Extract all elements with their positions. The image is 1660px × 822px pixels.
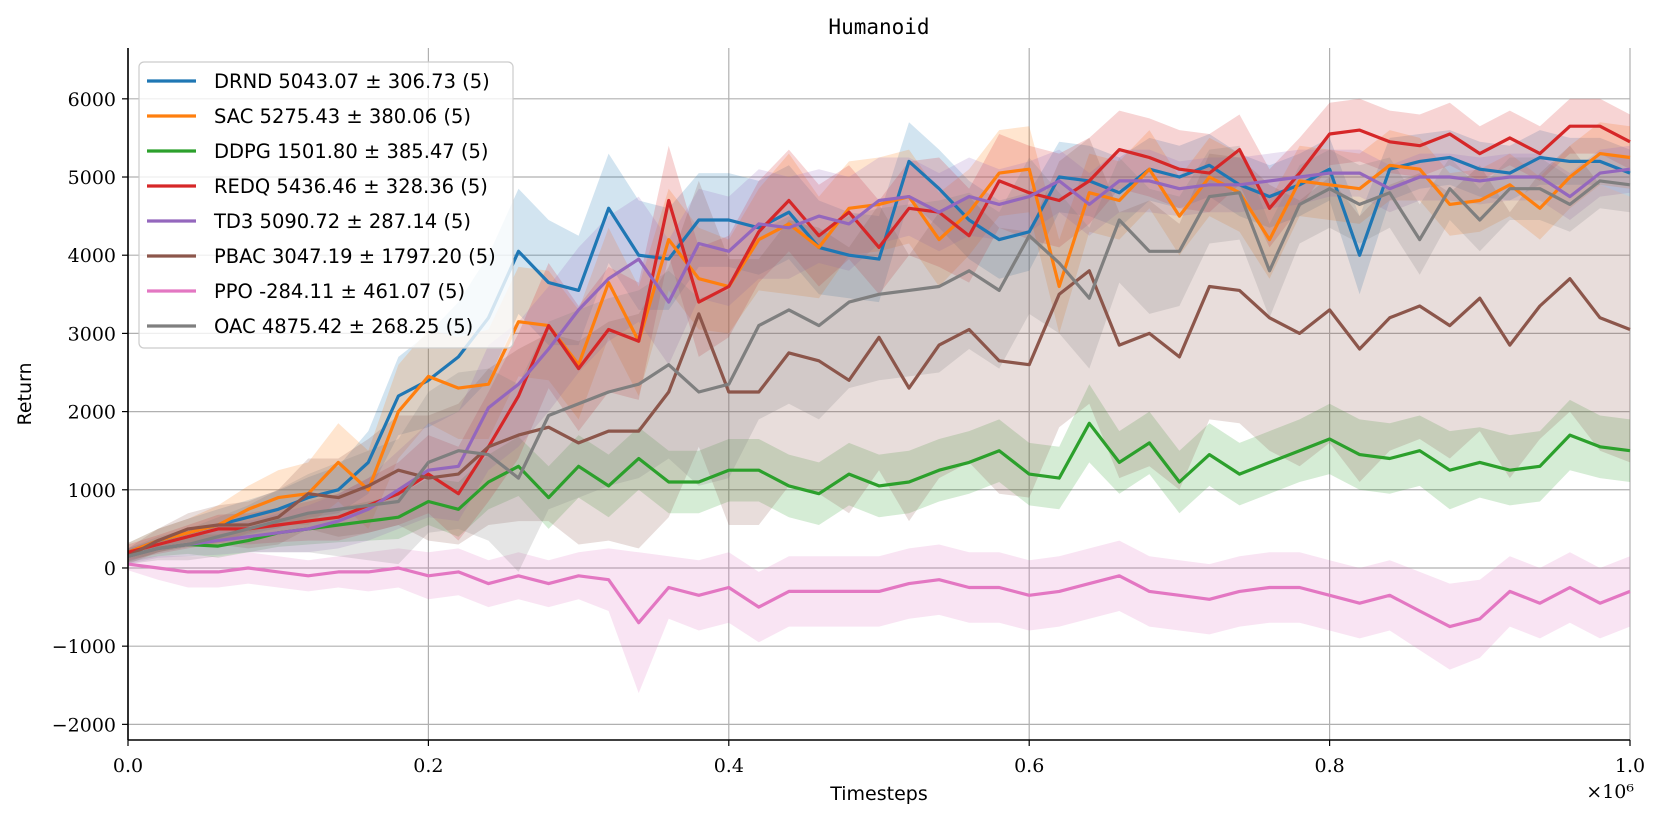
y-tick-label: 3000 — [68, 323, 116, 345]
legend-label-pbac: PBAC 3047.19 ± 1797.20 (5) — [214, 245, 496, 268]
x-tick-label: 1.0 — [1615, 755, 1645, 777]
y-axis-ticks: −2000 −1000 0 1000 2000 3000 4000 5000 6000 — [52, 89, 128, 736]
x-axis-multiplier: ×10⁶ — [1586, 781, 1634, 803]
y-tick-label: 2000 — [68, 402, 116, 424]
x-tick-label: 0.2 — [413, 755, 443, 777]
x-tick-label: 0.8 — [1314, 755, 1344, 777]
y-tick-label: 4000 — [68, 245, 116, 267]
chart-title: Humanoid — [828, 15, 929, 39]
line-pbac — [127, 269, 1631, 558]
band-ddpg — [128, 384, 1630, 563]
grid-lines — [127, 48, 1631, 740]
legend-label-oac: OAC 4875.42 ± 268.25 (5) — [214, 315, 473, 338]
x-tick-label: 0.4 — [714, 755, 744, 777]
x-tick-label: 0.0 — [113, 755, 143, 777]
band-pbac — [128, 137, 1630, 565]
y-tick-label: −1000 — [52, 636, 116, 658]
y-tick-label: −2000 — [52, 714, 116, 736]
legend: DRND 5043.07 ± 306.73 (5) SAC 5275.43 ± 3… — [138, 61, 514, 349]
legend-label-ppo: PPO -284.11 ± 461.07 (5) — [214, 280, 465, 303]
legend-label-redq: REDQ 5436.46 ± 328.36 (5) — [214, 175, 488, 198]
y-tick-label: 6000 — [68, 89, 116, 111]
y-tick-label: 5000 — [68, 167, 116, 189]
legend-label-td3: TD3 5090.72 ± 287.14 (5) — [213, 210, 471, 233]
y-tick-label: 0 — [104, 558, 116, 580]
line-sac — [127, 152, 1631, 554]
x-axis-ticks: 0.0 0.2 0.4 0.6 0.8 1.0 — [113, 740, 1645, 777]
x-axis-label: Timesteps — [829, 783, 928, 805]
y-tick-label: 1000 — [68, 480, 116, 502]
legend-label-sac: SAC 5275.43 ± 380.06 (5) — [214, 105, 471, 128]
legend-label-drnd: DRND 5043.07 ± 306.73 (5) — [214, 70, 490, 93]
legend-box — [138, 61, 514, 349]
line-ddpg — [127, 421, 1631, 558]
legend-label-ddpg: DDPG 1501.80 ± 385.47 (5) — [214, 140, 489, 163]
x-tick-label: 0.6 — [1014, 755, 1044, 777]
series-lines — [127, 124, 1631, 629]
line-ppo — [127, 562, 1631, 629]
line-oac — [127, 179, 1631, 558]
y-axis-label: Return — [14, 362, 36, 425]
